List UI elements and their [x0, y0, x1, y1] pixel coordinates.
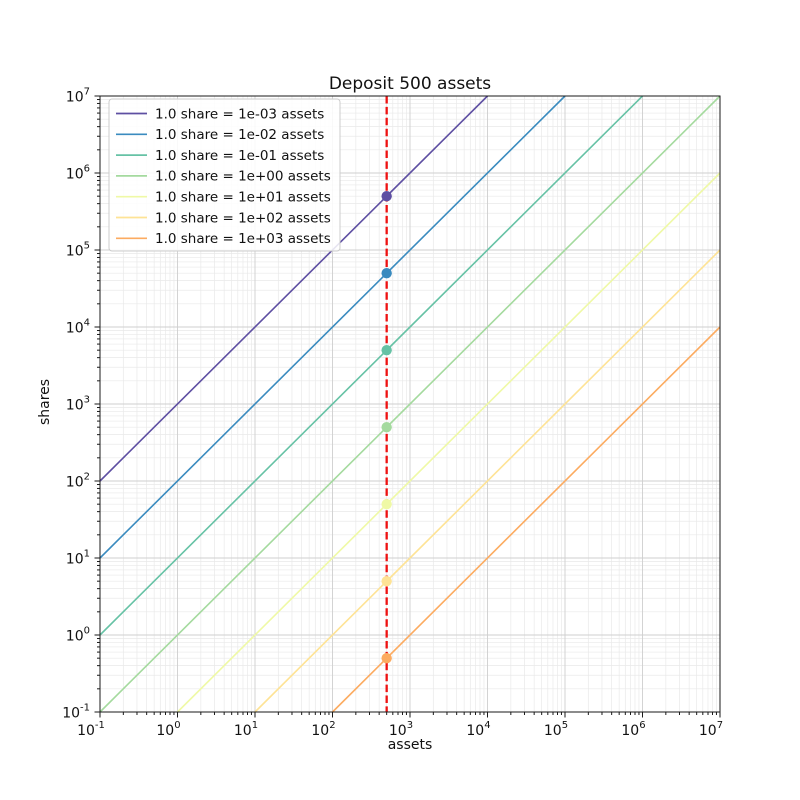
legend-entry-label: 1.0 share = 1e-02 assets [155, 127, 324, 143]
data-point-markers [381, 190, 392, 664]
legend-entry-label: 1.0 share = 1e+01 assets [155, 190, 331, 206]
legend-box [108, 98, 341, 252]
axis-tick-label: 104 [66, 318, 90, 337]
series-line [99, 95, 566, 559]
series-line [254, 249, 721, 713]
axis-tick-label: 101 [66, 549, 90, 568]
axis-tick-label: 101 [234, 720, 258, 739]
series-line [99, 95, 721, 713]
axis-tick-label: 103 [66, 395, 90, 414]
series-line [176, 172, 721, 713]
axis-tick-label: 105 [544, 720, 568, 739]
legend-entry-label: 1.0 share = 1e+03 assets [155, 231, 331, 247]
axis-tick-label: 103 [389, 720, 413, 739]
axis-tick-label: 100 [156, 720, 180, 739]
series-line [99, 95, 644, 636]
chart-title: Deposit 500 assets [328, 74, 492, 94]
series-line [331, 326, 721, 713]
data-point-marker [381, 267, 392, 279]
legend: 1.0 share = 1e-03 assets 1.0 share = 1e-0… [108, 98, 341, 252]
axis-tick-label: 100 [66, 626, 90, 645]
axis-tick-label: 10-1 [77, 720, 105, 739]
x-axis-label: assets [387, 737, 433, 753]
axis-tick-label: 107 [699, 720, 723, 739]
axis-tick-label: 102 [66, 472, 90, 491]
legend-entry-label: 1.0 share = 1e-03 assets [155, 106, 324, 122]
data-point-marker [381, 498, 392, 510]
data-point-marker [381, 344, 392, 356]
axis-tick-label: 106 [621, 720, 645, 739]
series-line [99, 95, 489, 482]
axis-tick-label: 102 [311, 720, 335, 739]
axis-ticks: 10-1 100 101 102 103 104 105 106 107 10-1 100 101 10… [62, 87, 723, 740]
data-point-marker [381, 652, 392, 664]
y-axis-label: shares [37, 378, 53, 426]
axis-tick-label: 106 [66, 164, 90, 183]
axis-tick-label: 10-1 [62, 703, 90, 722]
data-point-marker [381, 575, 392, 587]
axis-tick-label: 107 [66, 87, 90, 106]
legend-entry-label: 1.0 share = 1e+00 assets [155, 169, 331, 185]
axis-tick-label: 104 [466, 720, 490, 739]
axis-tick-label: 105 [66, 241, 90, 260]
data-point-marker [381, 190, 392, 202]
legend-entry-label: 1.0 share = 1e-01 assets [155, 148, 324, 164]
legend-entry-label: 1.0 share = 1e+02 assets [155, 210, 331, 226]
data-point-marker [381, 421, 392, 433]
series-lines [99, 95, 721, 713]
